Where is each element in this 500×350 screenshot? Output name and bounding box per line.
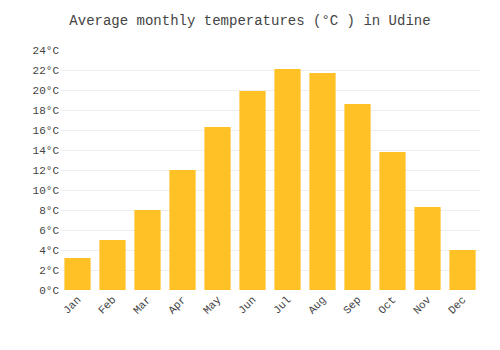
svg-text:12°C: 12°C — [33, 165, 60, 177]
svg-text:May: May — [201, 294, 224, 317]
svg-text:22°C: 22°C — [33, 65, 60, 77]
svg-text:24°C: 24°C — [33, 45, 60, 57]
svg-text:10°C: 10°C — [33, 185, 60, 197]
svg-text:Aug: Aug — [306, 294, 328, 316]
svg-text:18°C: 18°C — [33, 105, 60, 117]
svg-text:Jan: Jan — [61, 294, 83, 316]
svg-text:Jul: Jul — [271, 294, 293, 316]
svg-text:Jun: Jun — [236, 294, 258, 316]
svg-text:Sep: Sep — [341, 294, 363, 316]
svg-text:Feb: Feb — [96, 294, 118, 316]
svg-text:4°C: 4°C — [39, 245, 59, 257]
svg-text:16°C: 16°C — [33, 125, 60, 137]
svg-text:Dec: Dec — [446, 294, 468, 316]
svg-text:Oct: Oct — [376, 294, 398, 316]
svg-text:Nov: Nov — [411, 294, 434, 317]
svg-text:8°C: 8°C — [39, 205, 59, 217]
svg-text:Mar: Mar — [131, 294, 153, 316]
svg-text:0°C: 0°C — [39, 285, 59, 297]
svg-text:Apr: Apr — [166, 294, 188, 316]
svg-text:14°C: 14°C — [33, 145, 60, 157]
svg-text:2°C: 2°C — [39, 265, 59, 277]
svg-text:Average monthly temperatures (: Average monthly temperatures (°C ) in Ud… — [69, 13, 430, 29]
svg-text:6°C: 6°C — [39, 225, 59, 237]
svg-text:20°C: 20°C — [33, 85, 60, 97]
